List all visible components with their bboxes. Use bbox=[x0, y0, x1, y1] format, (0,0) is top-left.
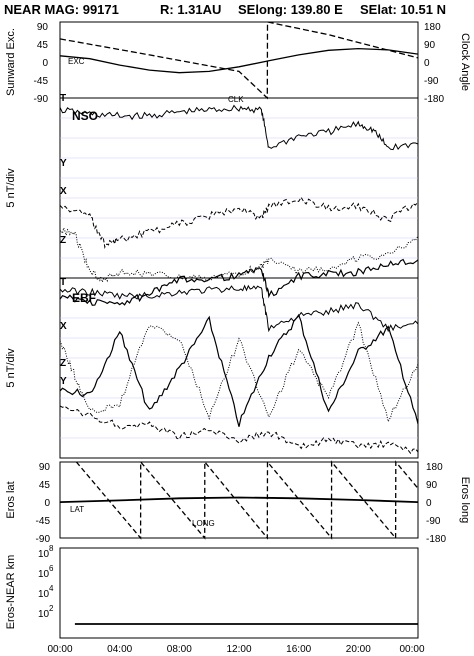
series-line-eros-lat-eros-long-lat bbox=[59, 496, 419, 503]
series-line-ebf-x bbox=[59, 321, 419, 423]
series-line-nso-y bbox=[59, 196, 419, 249]
panel3-title: EBF bbox=[72, 291, 96, 305]
series-line-ebf-y bbox=[59, 405, 419, 455]
panel1-annotation-exc: EXC bbox=[68, 57, 85, 66]
x-tick-label: 04:00 bbox=[107, 644, 132, 655]
panel3-trace-label-y: Y bbox=[60, 376, 67, 387]
series-line-nso-z bbox=[59, 258, 419, 306]
series-line-sunward-exc-clock-angle-clk bbox=[59, 21, 419, 100]
panel4-ylabel-left: Eros lat bbox=[5, 481, 17, 518]
x-axis: 00:00 04:00 08:00 12:00 16:00 20:00 00:0… bbox=[47, 644, 424, 655]
panel4-left-tick: 0 bbox=[44, 498, 50, 509]
panel1-annotation-clk: CLK bbox=[228, 95, 244, 104]
panel-frame-eros-latlong bbox=[59, 461, 419, 539]
panel4-annotation-long: LONG bbox=[192, 519, 215, 528]
panel2-trace-label-t: T bbox=[60, 93, 66, 104]
panel1-ylabel-left: Sunward Exc. bbox=[5, 28, 17, 96]
series-line-sunward-exc-clock-angle-exc bbox=[59, 47, 419, 74]
x-tick-label: 00:00 bbox=[399, 644, 424, 655]
panel-frame-nso bbox=[59, 97, 419, 279]
panel2-labels: 5 nT/div NSO T Y X Z bbox=[5, 93, 98, 246]
series-line-nso-x bbox=[59, 226, 419, 284]
panel1-left-tick: -90 bbox=[34, 94, 49, 105]
panel3-ylabel: 5 nT/div bbox=[5, 348, 17, 388]
series-layer bbox=[59, 21, 419, 625]
x-tick-label: 20:00 bbox=[346, 644, 371, 655]
panel4-left-tick: -45 bbox=[36, 516, 51, 527]
panel5-tick-exp: 6 bbox=[49, 564, 54, 573]
panel1-right-tick: -180 bbox=[424, 94, 444, 105]
panel2-title: NSO bbox=[72, 109, 98, 123]
series-line-eros-lat-eros-long-long bbox=[75, 460, 419, 540]
panel1-axes: Sunward Exc. Clock Angle 90 45 0 -45 -90… bbox=[5, 22, 471, 105]
panel4-right-tick: -180 bbox=[426, 534, 446, 545]
panel1-left-tick: -45 bbox=[34, 76, 49, 87]
panel3-trace-label-z: Z bbox=[60, 358, 66, 369]
header-selong: SElong: 139.80 E bbox=[238, 2, 343, 17]
panel2-trace-label-x: X bbox=[60, 186, 67, 197]
panel5-axes: Eros-NEAR km 10 8 10 6 10 4 10 2 bbox=[5, 544, 54, 629]
header-distance: R: 1.31AU bbox=[160, 2, 221, 17]
header-selat: SElat: 10.51 N bbox=[360, 2, 446, 17]
panel4-right-tick: -90 bbox=[426, 516, 441, 527]
panel5-tick-base: 10 bbox=[38, 609, 50, 620]
panel1-ylabel-right: Clock Angle bbox=[459, 33, 471, 91]
panel5-tick-base: 10 bbox=[38, 589, 50, 600]
panel2-trace-label-y: Y bbox=[60, 158, 67, 169]
panel5-tick-exp: 2 bbox=[49, 604, 54, 613]
series-line-ebf-z bbox=[59, 313, 419, 427]
panel3-labels: 5 nT/div EBF T X Z Y bbox=[5, 277, 96, 388]
panel1-right-tick: 0 bbox=[424, 58, 430, 69]
panel4-annotation-lat: LAT bbox=[70, 505, 84, 514]
panel1-left-tick: 90 bbox=[37, 22, 49, 33]
panel4-left-tick: 90 bbox=[39, 462, 51, 473]
x-tick-label: 08:00 bbox=[167, 644, 192, 655]
panel3-trace-label-t: T bbox=[60, 277, 66, 288]
panel4-right-tick: 0 bbox=[426, 498, 432, 509]
panel5-ylabel: Eros-NEAR km bbox=[5, 555, 17, 630]
panel4-right-tick: 180 bbox=[426, 462, 443, 473]
panel-frame-ebf bbox=[59, 277, 419, 459]
panel4-left-tick: 45 bbox=[39, 480, 51, 491]
panel4-right-tick: 90 bbox=[426, 480, 438, 491]
panel1-left-tick: 0 bbox=[42, 58, 48, 69]
panel-frame-eros-distance bbox=[59, 547, 419, 639]
panel4-ylabel-right: Eros long bbox=[459, 477, 471, 523]
header: NEAR MAG: 99171 R: 1.31AU SElong: 139.80… bbox=[4, 2, 446, 17]
x-tick-label: 00:00 bbox=[47, 644, 72, 655]
panel1-right-tick: -90 bbox=[424, 76, 439, 87]
panel4-left-tick: -90 bbox=[36, 534, 51, 545]
panel4-axes: Eros lat Eros long 90 45 0 -45 -90 180 9… bbox=[5, 462, 471, 545]
panel5-tick-base: 10 bbox=[38, 549, 50, 560]
panel1-right-tick: 180 bbox=[424, 22, 441, 33]
panel-frame-exc-clock bbox=[59, 21, 419, 99]
field-panel-gridlines bbox=[60, 117, 418, 439]
panel1-right-tick: 90 bbox=[424, 40, 436, 51]
panel5-tick-exp: 8 bbox=[49, 544, 54, 553]
series-line-ebf-t bbox=[59, 284, 419, 333]
series-line-nso-t bbox=[59, 104, 419, 151]
panel3-trace-label-x: X bbox=[60, 321, 67, 332]
panel2-trace-label-z: Z bbox=[60, 235, 66, 246]
panel2-ylabel: 5 nT/div bbox=[5, 168, 17, 208]
header-title: NEAR MAG: 99171 bbox=[4, 2, 119, 17]
panel5-tick-exp: 4 bbox=[49, 584, 54, 593]
x-tick-label: 16:00 bbox=[286, 644, 311, 655]
panel5-tick-base: 10 bbox=[38, 569, 50, 580]
panel1-left-tick: 45 bbox=[37, 40, 49, 51]
x-tick-label: 12:00 bbox=[226, 644, 251, 655]
